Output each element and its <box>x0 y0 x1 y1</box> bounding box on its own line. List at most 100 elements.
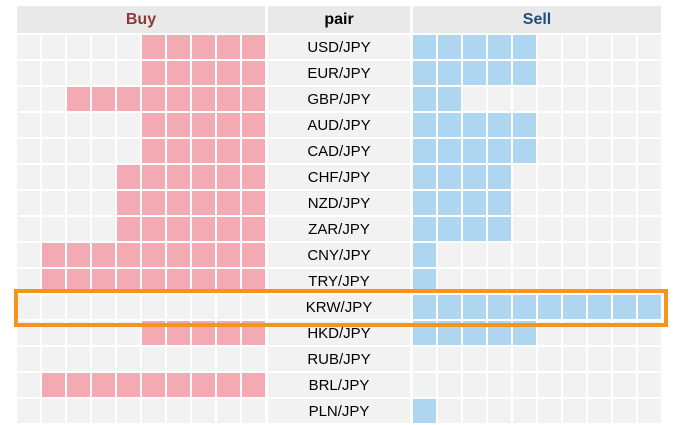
sell-cell-filled <box>438 217 461 241</box>
sell-cell-empty <box>463 347 486 371</box>
sell-cell-filled <box>438 61 461 85</box>
buy-cell-filled <box>192 217 215 241</box>
buy-cell-empty <box>92 139 115 163</box>
sell-cell-empty <box>613 113 636 137</box>
sell-cell-filled <box>463 217 486 241</box>
sell-cell-empty <box>563 373 586 397</box>
buy-cell-empty <box>42 295 65 319</box>
sell-cell-empty <box>613 87 636 111</box>
buy-cell-empty <box>17 243 40 267</box>
sell-cell-empty <box>563 399 586 423</box>
buy-cell-empty <box>167 347 190 371</box>
buy-cell-empty <box>117 139 140 163</box>
sell-cell-empty <box>563 269 586 293</box>
buy-cell-filled <box>92 87 115 111</box>
buy-cell-empty <box>17 139 40 163</box>
buy-cell-empty <box>17 295 40 319</box>
sell-cell-empty <box>538 373 561 397</box>
sell-cell-empty <box>588 35 611 59</box>
buy-cell-empty <box>242 399 265 423</box>
buy-cell-empty <box>117 347 140 371</box>
pair-label: KRW/JPY <box>268 295 410 319</box>
buy-cell-filled <box>217 87 240 111</box>
sell-cell-empty <box>588 373 611 397</box>
pair-label: GBP/JPY <box>268 87 410 111</box>
sell-cell-empty <box>463 269 486 293</box>
sell-cell-filled <box>513 61 536 85</box>
buy-cell-filled <box>67 269 90 293</box>
buy-cell-empty <box>17 399 40 423</box>
sell-cell-empty <box>488 243 511 267</box>
sell-cell-empty <box>613 35 636 59</box>
sell-cell-filled <box>488 321 511 345</box>
sell-cell-empty <box>513 165 536 189</box>
sell-cell-filled <box>438 295 461 319</box>
sell-cell-empty <box>613 373 636 397</box>
buy-cell-empty <box>92 295 115 319</box>
sell-cell-filled <box>463 139 486 163</box>
buy-cell-empty <box>67 347 90 371</box>
buy-cell-empty <box>17 191 40 215</box>
buy-cell-filled <box>42 269 65 293</box>
buy-cell-filled <box>142 165 165 189</box>
buy-cell-empty <box>92 399 115 423</box>
pair-label: RUB/JPY <box>268 347 410 371</box>
sell-cell-empty <box>588 191 611 215</box>
buy-cell-empty <box>92 191 115 215</box>
buy-cell-filled <box>67 243 90 267</box>
buy-cell-empty <box>17 321 40 345</box>
sell-cell-empty <box>563 347 586 371</box>
sell-cell-empty <box>613 269 636 293</box>
sell-cell-filled <box>413 165 436 189</box>
sell-cell-empty <box>613 61 636 85</box>
buy-cell-filled <box>142 113 165 137</box>
sell-cell-filled <box>588 295 611 319</box>
buy-cell-filled <box>167 165 190 189</box>
buy-cell-filled <box>167 61 190 85</box>
sell-cell-empty <box>538 139 561 163</box>
pair-label: NZD/JPY <box>268 191 410 215</box>
sell-cell-filled <box>413 243 436 267</box>
buy-cell-empty <box>17 217 40 241</box>
buy-cell-filled <box>42 373 65 397</box>
buy-cell-empty <box>242 347 265 371</box>
sell-cell-empty <box>488 87 511 111</box>
sell-cell-filled <box>463 165 486 189</box>
sell-cell-empty <box>638 217 661 241</box>
buy-cell-filled <box>142 139 165 163</box>
buy-cell-empty <box>217 295 240 319</box>
sell-cell-filled <box>413 35 436 59</box>
buy-cell-empty <box>117 321 140 345</box>
buy-cell-filled <box>142 243 165 267</box>
buy-cell-filled <box>242 243 265 267</box>
sell-cell-filled <box>438 139 461 163</box>
sell-cell-filled <box>513 113 536 137</box>
buy-cell-filled <box>242 373 265 397</box>
buy-cell-empty <box>217 399 240 423</box>
sell-cell-empty <box>438 399 461 423</box>
buy-cell-empty <box>42 87 65 111</box>
sell-cell-filled <box>488 217 511 241</box>
sell-cell-empty <box>563 165 586 189</box>
buy-cell-filled <box>67 87 90 111</box>
sell-cell-empty <box>613 399 636 423</box>
sell-cell-filled <box>513 321 536 345</box>
buy-cell-filled <box>217 321 240 345</box>
buy-cell-empty <box>42 399 65 423</box>
sell-cell-empty <box>588 139 611 163</box>
buy-cell-filled <box>167 243 190 267</box>
sell-cell-empty <box>538 217 561 241</box>
sell-cell-empty <box>463 399 486 423</box>
buy-cell-empty <box>92 321 115 345</box>
sell-cell-empty <box>613 191 636 215</box>
buy-cell-empty <box>42 191 65 215</box>
pair-label: HKD/JPY <box>268 321 410 345</box>
sell-cell-empty <box>438 269 461 293</box>
pair-label: TRY/JPY <box>268 269 410 293</box>
sell-cell-filled <box>488 61 511 85</box>
buy-cell-filled <box>142 269 165 293</box>
buy-header: Buy <box>17 6 265 33</box>
sell-cell-empty <box>588 217 611 241</box>
sell-cell-empty <box>538 35 561 59</box>
sell-cell-filled <box>438 113 461 137</box>
